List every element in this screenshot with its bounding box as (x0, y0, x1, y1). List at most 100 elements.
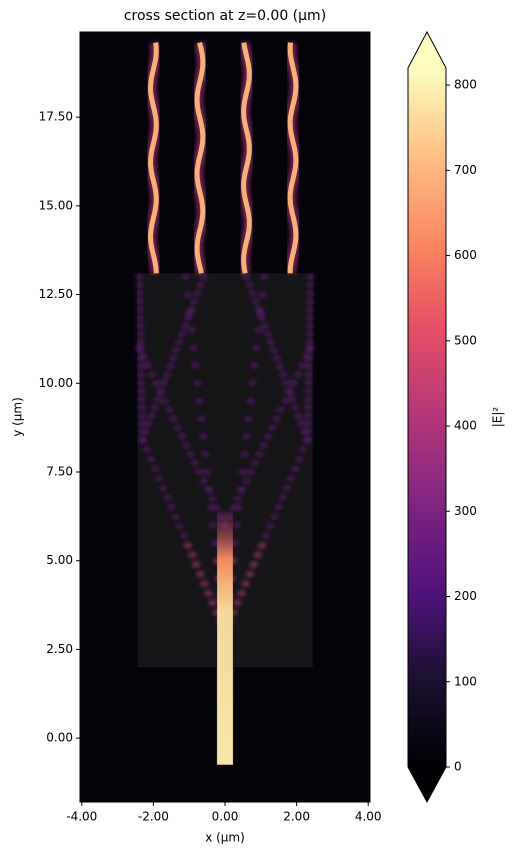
field-spot (142, 447, 151, 453)
field-spot (143, 363, 152, 369)
field-spot (304, 372, 313, 378)
field-spot (304, 380, 313, 386)
colorbar-tick-label: 700 (454, 163, 477, 177)
field-spot (252, 345, 261, 351)
field-spot (137, 388, 146, 394)
field-spot (159, 485, 168, 491)
field-spot (304, 388, 313, 394)
field-spot (197, 416, 206, 422)
field-spot (181, 274, 190, 280)
field-spot (137, 372, 146, 378)
y-axis-label: y (μm) (11, 397, 25, 437)
field-spot (199, 274, 208, 280)
field-spot (240, 451, 249, 457)
field-spot (137, 404, 146, 410)
field-spot (249, 562, 258, 568)
field-spot (169, 416, 178, 422)
field-spot (135, 274, 144, 280)
field-spot (275, 364, 284, 370)
field-spot (272, 416, 281, 422)
field-spot (155, 475, 164, 481)
colorbar-tick-label: 300 (454, 504, 477, 518)
field-spot (242, 478, 251, 484)
field-spot (156, 389, 165, 395)
field-spot (255, 451, 264, 457)
chart-title: cross section at z=0.00 (μm) (124, 8, 326, 24)
field-spot (163, 495, 172, 501)
field-spot (259, 442, 268, 448)
y-tick-label: 2.50 (46, 642, 73, 656)
field-spot (135, 315, 144, 321)
field-spot (152, 380, 161, 386)
colorbar-extend-top (408, 32, 446, 68)
field-spot (151, 466, 160, 472)
field-spot (167, 504, 176, 510)
field-spot (289, 380, 298, 386)
field-spot (263, 434, 272, 440)
colorbar-extend-bottom (408, 767, 446, 802)
field-spot (203, 487, 212, 493)
field-spot (182, 442, 191, 448)
field-spot (209, 522, 218, 528)
field-spot (281, 398, 290, 404)
y-tick-label: 7.50 (46, 465, 73, 479)
field-spot (260, 323, 269, 329)
x-tick-label: -2.00 (138, 810, 169, 824)
field-spot (305, 339, 314, 345)
field-spot (305, 323, 314, 329)
x-tick-label: 4.00 (355, 810, 382, 824)
colorbar-tick-label: 500 (454, 333, 477, 347)
field-spot (306, 345, 315, 351)
y-tick-label: 17.50 (39, 110, 73, 124)
field-spot (248, 290, 257, 296)
field-spot (138, 429, 147, 435)
colorbar-tick-label: 100 (454, 674, 477, 688)
field-spot (233, 600, 242, 606)
field-spot (171, 514, 180, 520)
field-spot (270, 514, 279, 520)
field-spot (237, 590, 246, 596)
field-spot (190, 460, 199, 466)
field-spot (306, 315, 315, 321)
field-spot (199, 478, 208, 484)
field-spot (199, 434, 208, 440)
field-spot (165, 407, 174, 413)
field-spot (195, 469, 204, 475)
field-spot (306, 282, 315, 288)
field-spot (201, 451, 210, 457)
field-spot (159, 380, 168, 386)
field-spot (136, 339, 145, 345)
field-spot (200, 581, 209, 587)
field-spot (282, 380, 291, 386)
field-spot (302, 354, 311, 360)
field-spot (242, 434, 251, 440)
field-spot (204, 590, 213, 596)
field-spot (299, 447, 308, 453)
field-spot (173, 425, 182, 431)
field-spot (254, 306, 263, 312)
field-spot (263, 331, 272, 337)
colorbar-tick-label: 200 (454, 589, 477, 603)
x-tick-label: 2.00 (283, 810, 310, 824)
field-spot (138, 437, 147, 443)
x-tick-label: -4.00 (66, 810, 97, 824)
field-spot (304, 396, 313, 402)
field-spot (175, 339, 184, 345)
field-spot (245, 282, 254, 288)
field-spot (272, 355, 281, 361)
field-spot (238, 469, 247, 475)
field-spot (266, 339, 275, 345)
field-spot (282, 485, 291, 491)
field-spot (138, 421, 147, 427)
colorbar-tick-label: 400 (454, 419, 477, 433)
field-spot (253, 552, 262, 558)
field-spot (260, 274, 269, 280)
field-spot (196, 282, 205, 288)
field-spot (160, 398, 169, 404)
field-spot (305, 331, 314, 337)
field-spot (184, 315, 193, 321)
output-beam (194, 41, 206, 274)
y-tick-label: 10.00 (39, 376, 73, 390)
field-spot (153, 396, 162, 402)
field-spot (169, 355, 178, 361)
